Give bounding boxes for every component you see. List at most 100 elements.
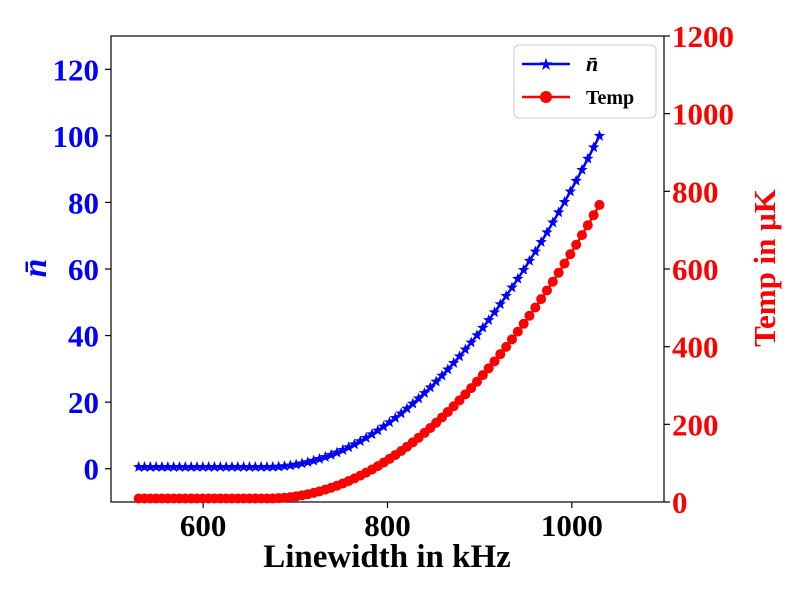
nbar-point — [477, 321, 489, 333]
temp-point — [576, 230, 587, 241]
temp-point — [588, 210, 599, 221]
series-nbar — [132, 129, 606, 472]
nbar-point — [173, 461, 186, 472]
temp-point — [565, 249, 576, 260]
temp-point — [582, 220, 593, 231]
nbar-point — [249, 461, 262, 472]
temp-point — [524, 310, 535, 321]
temp-line — [138, 204, 601, 500]
nbar-point — [500, 289, 512, 301]
nbar-point — [255, 461, 267, 472]
legend-label-temp: Temp — [586, 87, 634, 109]
temp-point — [489, 356, 500, 367]
temp-point — [506, 334, 517, 345]
nbar-point — [488, 306, 501, 318]
x-axis-label: Linewidth in kHz — [263, 539, 511, 575]
nbar-point — [366, 428, 378, 440]
nbar-point — [296, 457, 308, 469]
nbar-point — [558, 196, 571, 207]
left-axis: 0 20 40 60 80 100 120 — [53, 52, 111, 487]
temp-point — [477, 370, 488, 381]
temp-point — [559, 258, 570, 269]
nbar-point — [593, 129, 606, 141]
nbar-point — [436, 369, 448, 381]
nbar-point — [529, 245, 542, 257]
nbar-point — [185, 461, 197, 472]
nbar-point — [482, 314, 495, 326]
bottom-axis: 600 800 1000 — [180, 502, 603, 543]
nbar-point — [372, 424, 384, 436]
nbar-point — [564, 185, 577, 197]
right-axis-label: Temp in μK — [747, 189, 782, 347]
series-temp — [133, 199, 605, 504]
nbar-point — [576, 163, 588, 175]
nbar-point — [162, 461, 174, 472]
left-tick-label: 120 — [53, 52, 100, 87]
left-tick-label: 60 — [68, 252, 99, 287]
nbar-point — [232, 461, 244, 472]
legend-box — [513, 44, 657, 119]
nbar-point — [191, 461, 203, 472]
temp-point — [501, 341, 512, 352]
nbar-point — [313, 452, 326, 464]
nbar-point — [302, 456, 314, 468]
nbar-point — [453, 350, 466, 362]
nbar-point — [144, 461, 157, 472]
nbar-point — [587, 141, 600, 153]
temp-point — [466, 383, 477, 394]
nbar-point — [547, 216, 559, 228]
right-tick-label: 200 — [672, 407, 719, 442]
temp-point — [530, 302, 541, 313]
nbar-point — [278, 460, 291, 472]
nbar-point — [284, 459, 297, 471]
nbar-point — [214, 461, 227, 472]
nbar-point — [570, 174, 582, 186]
left-tick-label: 100 — [53, 119, 100, 154]
nbar-point — [272, 460, 285, 472]
nbar-point — [383, 416, 396, 428]
left-tick-label: 0 — [84, 452, 100, 487]
temp-point — [553, 267, 564, 278]
temp-point — [594, 199, 605, 210]
nbar-point — [342, 441, 355, 453]
legend: ★ n̄ Temp — [513, 44, 657, 119]
nbar-point — [337, 444, 349, 455]
nbar-point — [220, 461, 232, 472]
nbar-point — [430, 375, 442, 387]
nbar-point — [202, 461, 215, 472]
nbar-point — [506, 281, 518, 293]
nbar-point — [237, 461, 250, 472]
nbar-point — [471, 329, 483, 341]
nbar-point — [156, 461, 168, 472]
nbar-point — [267, 460, 279, 472]
temp-point — [571, 239, 582, 250]
temp-point — [541, 285, 552, 296]
nbar-point — [243, 461, 256, 472]
temp-point — [483, 363, 494, 374]
right-axis: 0 200 400 600 800 1000 1200 — [664, 19, 734, 520]
nbar-point — [535, 236, 547, 247]
nbar-point — [138, 461, 151, 472]
nbar-point — [523, 254, 536, 266]
nbar-point — [132, 461, 145, 472]
nbar-point — [512, 272, 524, 284]
right-tick-label: 1000 — [672, 97, 734, 132]
nbar-point — [442, 363, 454, 375]
legend-circle-icon — [540, 91, 552, 103]
nbar-point — [226, 461, 238, 472]
nbar-point — [290, 458, 302, 470]
legend-label-nbar: n̄ — [586, 51, 598, 76]
nbar-point — [389, 412, 402, 423]
nbar-point — [395, 407, 407, 419]
nbar-point — [541, 226, 553, 238]
nbar-point — [582, 152, 594, 164]
nbar-point — [424, 381, 437, 393]
right-tick-label: 800 — [672, 174, 719, 209]
temp-point — [518, 318, 529, 329]
nbar-point — [307, 454, 320, 466]
nbar-point — [325, 448, 337, 460]
nbar-point — [150, 461, 162, 472]
nbar-point — [465, 336, 477, 348]
nbar-point — [319, 451, 332, 462]
temp-point — [495, 349, 506, 360]
